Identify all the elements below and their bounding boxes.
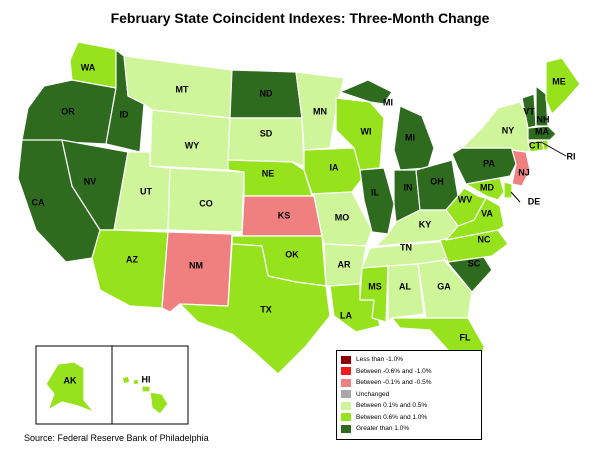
state-nh[interactable] (535, 85, 549, 127)
label-tx: TX (260, 304, 272, 314)
state-sd[interactable] (227, 117, 305, 167)
label-al: AL (399, 281, 411, 291)
label-wv: WV (458, 194, 473, 204)
label-ne: NE (262, 168, 275, 178)
label-md: MD (480, 182, 494, 192)
legend-item: Between 0.6% and 1.0% (341, 412, 477, 424)
label-me: ME (552, 76, 566, 86)
state-nm[interactable] (161, 231, 233, 313)
state-wv[interactable] (445, 187, 487, 227)
label-wy: WY (185, 140, 200, 150)
label-ny: NY (502, 125, 515, 135)
legend-label: Less than -1.0% (356, 356, 403, 364)
label-mi-upper: MI (383, 97, 393, 107)
state-az[interactable] (91, 229, 169, 309)
legend-item: Between -0.6% and -1.0% (341, 366, 477, 378)
label-vt: VT (523, 106, 535, 116)
state-me[interactable] (545, 57, 581, 115)
label-co: CO (199, 198, 213, 208)
state-ak[interactable] (45, 361, 95, 413)
label-ar: AR (338, 259, 351, 269)
legend-label: Between 0.1% and 0.5% (356, 402, 428, 410)
label-az: AZ (126, 254, 138, 264)
label-id: ID (120, 109, 130, 119)
legend-swatch (341, 355, 351, 364)
label-sc: SC (468, 258, 481, 268)
legend-swatch (341, 367, 351, 376)
label-sd: SD (260, 128, 273, 138)
label-ak: AK (64, 375, 77, 385)
label-ia: IA (330, 162, 340, 172)
state-mn[interactable] (295, 71, 345, 151)
state-hi-1[interactable] (121, 375, 131, 385)
label-ms: MS (368, 281, 382, 291)
label-fl: FL (460, 332, 471, 342)
de-leader-line (510, 191, 521, 203)
ri-leader-line (540, 141, 567, 157)
legend-swatch (341, 413, 351, 422)
state-al[interactable] (387, 263, 425, 323)
legend-item: Less than -1.0% (341, 354, 477, 366)
source-note: Source: Federal Reserve Bank of Philadel… (24, 433, 209, 443)
legend-label: Between -0.6% and -1.0% (356, 367, 432, 375)
legend-swatch (341, 378, 351, 387)
label-nh: NH (537, 114, 550, 124)
legend-swatch (341, 401, 351, 410)
map-title: February State Coincident Indexes: Three… (110, 10, 490, 26)
label-nc: NC (478, 234, 491, 244)
legend-label: Unchanged (356, 390, 390, 398)
legend-item: Unchanged (341, 389, 477, 401)
label-ca: CA (32, 197, 45, 207)
state-hi-2[interactable] (132, 378, 140, 386)
legend-label: Between 0.6% and 1.0% (356, 413, 428, 421)
label-ut: UT (140, 186, 152, 196)
state-hi-4[interactable] (149, 391, 169, 415)
label-wi: WI (361, 126, 372, 136)
legend-item: Between 0.1% and 0.5% (341, 400, 477, 412)
label-ma: MA (535, 126, 549, 136)
label-mt: MT (176, 84, 189, 94)
label-ct: CT (529, 140, 541, 150)
state-tx[interactable] (179, 243, 331, 375)
label-il: IL (371, 187, 380, 197)
label-nv: NV (84, 176, 97, 186)
label-va: VA (481, 208, 493, 218)
state-ga[interactable] (417, 259, 473, 319)
state-ny[interactable] (461, 101, 531, 153)
label-la: LA (340, 310, 352, 320)
label-mn: MN (313, 106, 327, 116)
label-ky: KY (419, 219, 432, 229)
label-pa: PA (483, 158, 495, 168)
legend-item: Between -0.1% and -0.5% (341, 377, 477, 389)
legend-label: Between -0.1% and -0.5% (356, 379, 432, 387)
label-ga: GA (437, 281, 451, 291)
state-de[interactable] (503, 181, 513, 199)
state-labels: WA OR CA NV ID MT WY UT CO AZ NM ND SD N… (32, 62, 576, 385)
label-ri: RI (567, 151, 576, 161)
label-mo: MO (335, 212, 350, 222)
label-tn: TN (400, 242, 412, 252)
label-or: OR (61, 106, 75, 116)
legend-item: Greater than 1.0% (341, 423, 477, 435)
label-nm: NM (189, 260, 203, 270)
label-hi: HI (142, 374, 151, 384)
label-oh: OH (430, 176, 444, 186)
label-ok: OK (285, 249, 299, 259)
label-in: IN (404, 182, 413, 192)
legend-label: Greater than 1.0% (356, 425, 410, 433)
label-mi-lower: MI (405, 132, 415, 142)
label-wa: WA (81, 62, 96, 72)
label-de: DE (528, 196, 541, 206)
label-nd: ND (260, 88, 273, 98)
label-ks: KS (278, 210, 291, 220)
label-nj: NJ (518, 167, 530, 177)
state-hi-3[interactable] (141, 385, 151, 393)
legend-swatch (341, 424, 351, 433)
legend: Less than -1.0% Between -0.6% and -1.0% … (336, 350, 482, 440)
state-mi[interactable] (339, 79, 393, 105)
legend-swatch (341, 390, 351, 399)
